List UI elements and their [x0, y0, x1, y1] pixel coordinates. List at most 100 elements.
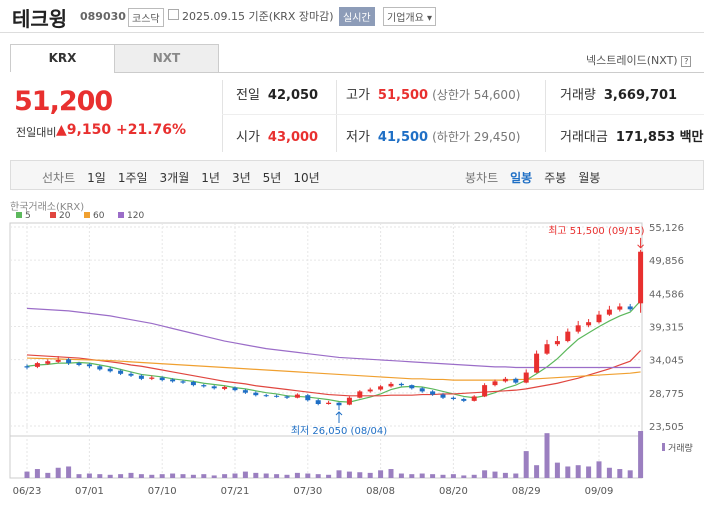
source: 한국거래소(KRX) [10, 201, 84, 213]
volume-bar [419, 473, 425, 478]
candle-body [55, 359, 61, 362]
divider [217, 72, 704, 73]
volume-bar [107, 474, 113, 478]
y-tick-label: 23,505 [649, 422, 684, 433]
volume-bar [513, 473, 519, 478]
stock-code: 089030 [80, 10, 126, 23]
stat-label: 거래대금 [560, 130, 608, 145]
divider [222, 80, 223, 152]
x-tick-label: 08/29 [512, 486, 541, 497]
candle-body [242, 390, 248, 393]
low-arrow [335, 411, 343, 423]
candle-body [430, 391, 436, 395]
legend-label: 120 [127, 211, 144, 221]
candle-body [409, 385, 415, 389]
volume-bar [523, 451, 529, 478]
candle-body [544, 344, 550, 354]
ma-line [26, 350, 642, 397]
candle-body [284, 396, 290, 398]
volume-bar [242, 471, 248, 478]
candle-body [357, 391, 363, 398]
tab[interactable]: KRX [10, 44, 115, 72]
volume-bar [575, 465, 581, 478]
volume-bar [357, 472, 363, 478]
volume-bar [638, 431, 644, 478]
x-tick-label: 07/01 [75, 486, 104, 497]
period-option[interactable]: 일봉 [510, 171, 533, 185]
candle-body [627, 306, 633, 310]
period-option[interactable]: 5년 [262, 171, 282, 185]
period-option[interactable]: 1주일 [117, 171, 148, 185]
candle-body [326, 402, 332, 405]
volume-bar [211, 475, 217, 478]
candle-body [232, 387, 238, 391]
stat: 거래대금 171,853 백만 [560, 126, 704, 145]
y-tick-label: 55,126 [649, 223, 684, 234]
x-tick-label: 08/08 [366, 486, 395, 497]
period-option[interactable]: 주봉 [544, 171, 567, 185]
legend-label: 5 [25, 211, 31, 221]
volume-label: 거래량 [668, 442, 693, 454]
volume-bar [232, 473, 238, 478]
candle-body [45, 361, 51, 364]
period-option[interactable]: 3개월 [159, 171, 190, 185]
volume-bar [409, 474, 415, 478]
candle-body [523, 372, 529, 383]
realtime-button[interactable]: 실시간 [339, 7, 375, 26]
stat-note: (하한가 29,450) [432, 130, 521, 144]
candle-body [274, 395, 280, 397]
stat: 전일 42,050 [236, 84, 318, 103]
candle-body [388, 383, 394, 387]
volume-bar [596, 461, 602, 478]
period-option[interactable]: 1년 [201, 171, 220, 185]
candle-body [86, 364, 92, 367]
stat-label: 시가 [236, 130, 260, 145]
divider [0, 32, 704, 33]
candle-body [305, 395, 311, 401]
stat: 고가 51,500 (상한가 54,600) [346, 84, 520, 103]
tab[interactable]: NXT [114, 44, 219, 73]
candle-body [482, 385, 488, 397]
candle-body [440, 394, 446, 398]
volume-bar [201, 474, 207, 478]
change: ▲9,150 [56, 122, 112, 138]
period-option[interactable]: 1일 [87, 171, 106, 185]
stat-value: 41,500 [377, 130, 429, 145]
volume-bar [606, 467, 612, 478]
chart: 한국거래소(KRX) 23,505 28,775 34,045 39,315 44,58… [9, 201, 693, 497]
candle-body [565, 331, 571, 342]
stock-name: 테크윙 [12, 7, 68, 31]
candle-body [253, 392, 259, 396]
period-option[interactable]: 월봉 [578, 171, 601, 185]
x-tick-label: 08/20 [439, 486, 468, 497]
period-option[interactable]: 10년 [293, 171, 320, 185]
volume-bar [159, 474, 165, 478]
period-option[interactable]: 3년 [231, 171, 251, 185]
nxt-label: 넥스트레이드(NXT) [586, 54, 678, 67]
low-annotation: 최저 26,050 (08/04) [291, 425, 387, 437]
legend-swatch [84, 212, 90, 218]
candle-body [149, 377, 155, 379]
volume-bar [440, 474, 446, 478]
volume-bar [336, 470, 342, 478]
nxt-link[interactable]: 넥스트레이드(NXT) ? [586, 52, 692, 68]
divider [545, 80, 546, 152]
volume-bar [388, 469, 394, 478]
stat-label: 저가 [346, 130, 370, 145]
candle-body [378, 386, 384, 390]
volume-bar [86, 473, 92, 478]
candle-body [107, 368, 113, 372]
y-tick-label: 39,315 [649, 323, 684, 334]
volume-bar [222, 474, 228, 478]
candle-body [263, 395, 269, 397]
candle-body [398, 383, 404, 386]
volume-bar [461, 475, 467, 478]
y-tick-label: 28,775 [649, 389, 684, 400]
date: 2025.09.15 기준(KRX 장마감) [182, 10, 334, 23]
candle-label: 봉차트 [465, 171, 499, 185]
info-button[interactable]: 기업개요 ▾ [383, 7, 437, 26]
candle-body [201, 385, 207, 387]
volume-bar [617, 469, 623, 478]
volume-bar [24, 471, 30, 478]
volume-bar [367, 472, 373, 478]
